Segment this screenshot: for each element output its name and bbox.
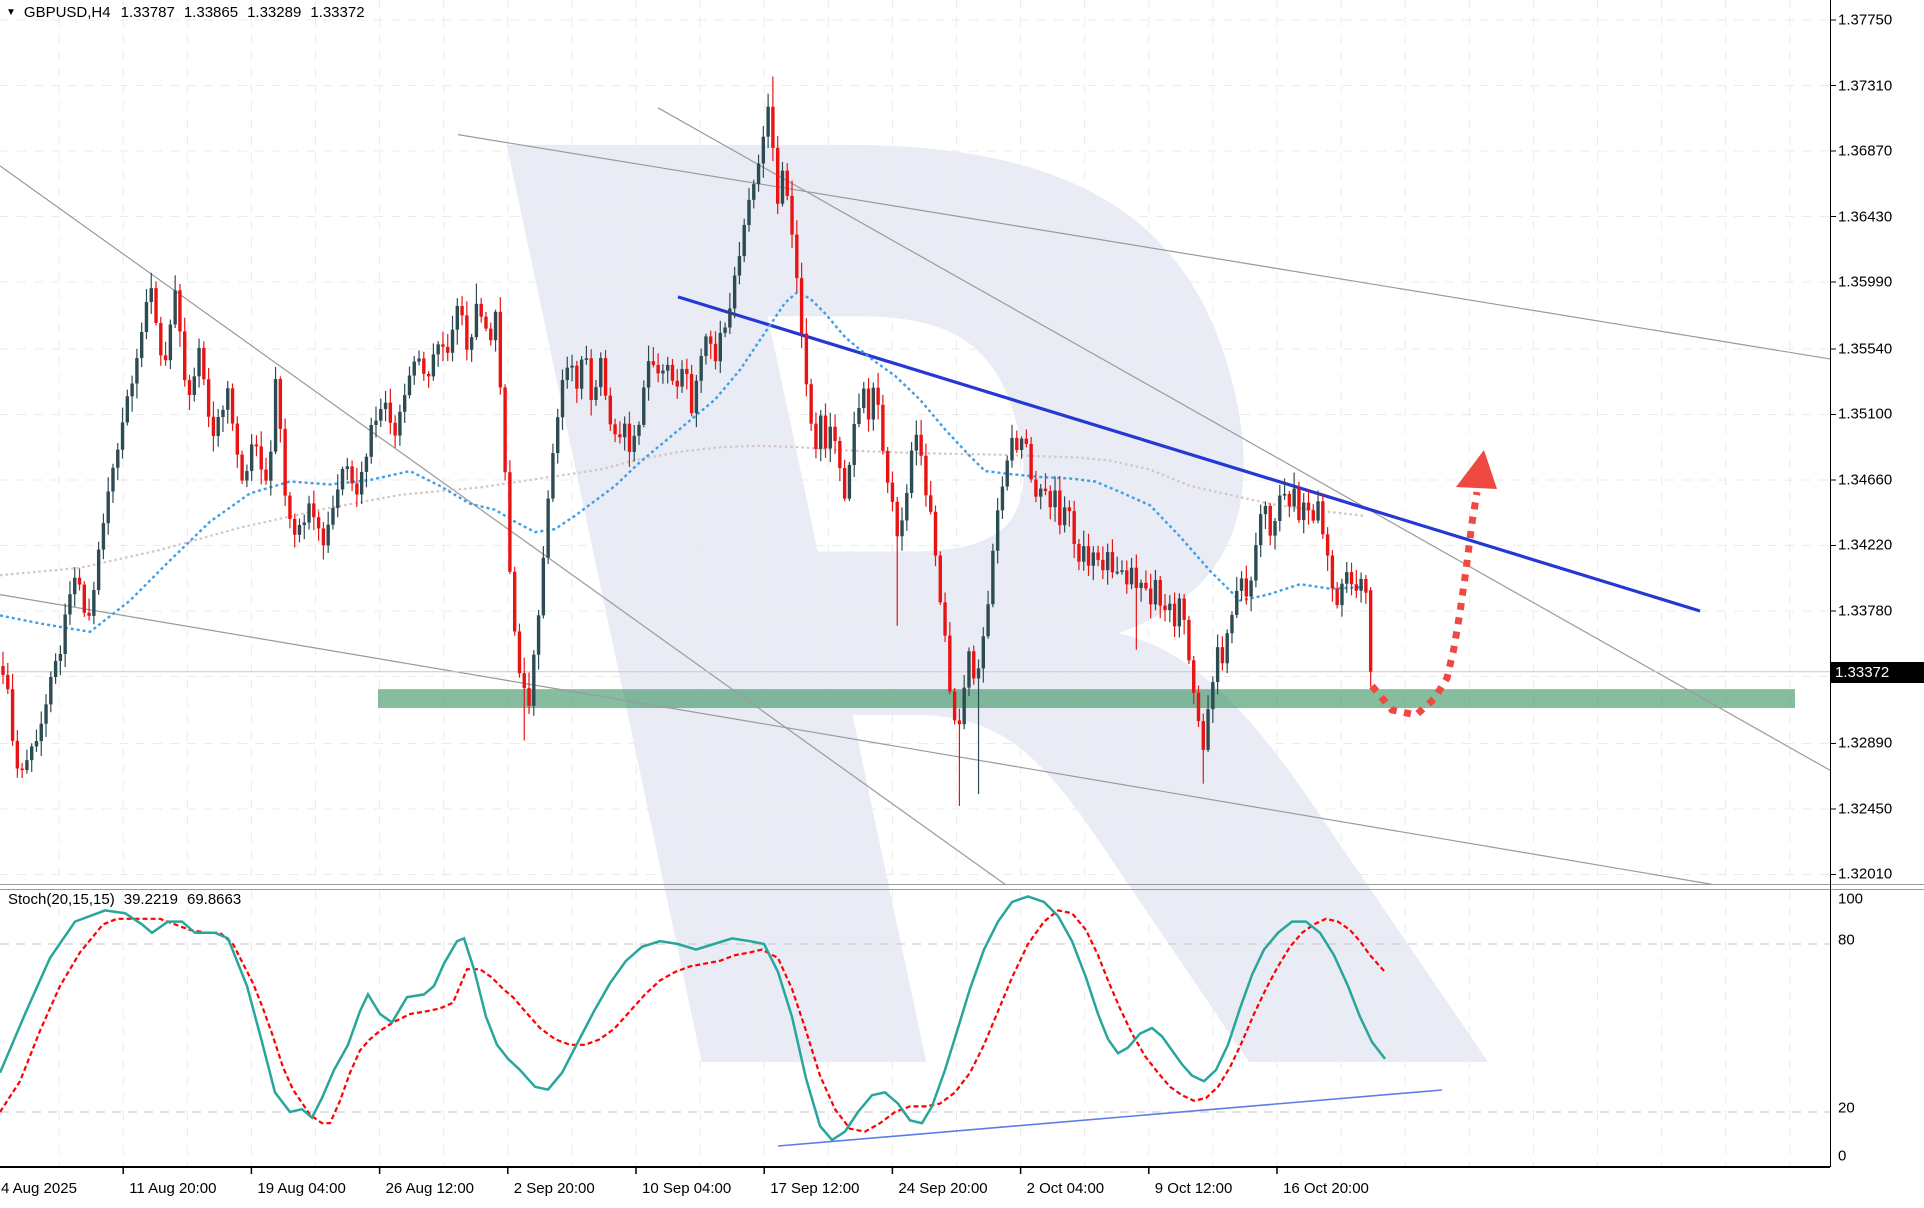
descending-resistance-trendline[interactable] bbox=[677, 295, 1701, 613]
stoch-main-value: 39.2219 bbox=[123, 891, 178, 908]
stoch-signal-value: 69.8663 bbox=[186, 891, 242, 908]
gray-trendlines[interactable] bbox=[0, 107, 1924, 888]
projected-move-arrow[interactable] bbox=[1369, 491, 1481, 719]
time-axis-label: 10 Sep 04:00 bbox=[642, 1180, 732, 1197]
stoch-axis-label: 20 bbox=[1838, 1099, 1855, 1117]
price-axis-label: 1.32450 bbox=[1838, 800, 1893, 818]
price-axis-label: 1.33780 bbox=[1838, 602, 1893, 620]
time-axis-label: 9 Oct 12:00 bbox=[1154, 1180, 1233, 1197]
high-value: 1.33865 bbox=[183, 4, 239, 21]
current-price-tag: 1.33372 bbox=[1830, 661, 1924, 683]
stoch-axis-label: 80 bbox=[1838, 931, 1855, 949]
arrow-head bbox=[1456, 450, 1497, 489]
time-axis-label: 17 Sep 12:00 bbox=[770, 1180, 860, 1197]
price-axis-label: 1.36430 bbox=[1838, 208, 1893, 225]
low-value: 1.33289 bbox=[247, 4, 302, 21]
time-axis-label: 2 Oct 04:00 bbox=[1026, 1180, 1105, 1197]
stoch-support-trendline[interactable] bbox=[777, 1089, 1443, 1147]
support-zone[interactable] bbox=[378, 689, 1795, 709]
stoch-main-line[interactable] bbox=[0, 895, 1386, 1142]
time-axis-label: 24 Sep 20:00 bbox=[898, 1180, 988, 1197]
price-axis-label: 1.34220 bbox=[1838, 536, 1893, 554]
close-value: 1.33372 bbox=[310, 4, 365, 21]
time-axis-label: 16 Oct 20:00 bbox=[1283, 1180, 1369, 1197]
price-axis-label: 1.35990 bbox=[1838, 273, 1893, 291]
time-axis-label: 26 Aug 12:00 bbox=[385, 1180, 475, 1197]
stoch-name: Stoch(20,15,15) bbox=[8, 891, 115, 908]
candles-layer bbox=[1, 76, 1373, 807]
price-axis-label: 1.36870 bbox=[1838, 142, 1893, 160]
slow-ma-line[interactable] bbox=[0, 444, 1364, 577]
price-axis-label: 1.34660 bbox=[1838, 471, 1893, 489]
symbol-timeframe-label: GBPUSD,H4 bbox=[23, 4, 111, 21]
time-axis-label: 4 Aug 2025 bbox=[1, 1180, 77, 1197]
price-axis-label: 1.32890 bbox=[1838, 734, 1893, 752]
stoch-axis-label: 100 bbox=[1838, 890, 1864, 908]
open-value: 1.33787 bbox=[120, 4, 175, 21]
stoch-signal-line[interactable] bbox=[0, 909, 1386, 1133]
fast-ma-line[interactable] bbox=[0, 291, 1364, 634]
time-axis-label: 19 Aug 04:00 bbox=[257, 1180, 346, 1197]
stoch-axis-label: 0 bbox=[1838, 1147, 1847, 1165]
stoch-indicator-label: Stoch(20,15,15) 39.2219 69.8663 bbox=[8, 891, 241, 908]
price-axis-label: 1.37750 bbox=[1838, 11, 1893, 29]
chevron-down-icon[interactable]: ▼ bbox=[6, 6, 16, 18]
time-axis-label: 11 Aug 20:00 bbox=[129, 1180, 217, 1197]
price-axis-label: 1.35100 bbox=[1838, 405, 1893, 423]
price-axis-label: 1.35540 bbox=[1838, 340, 1893, 358]
price-axis-label: 1.37310 bbox=[1838, 77, 1893, 94]
price-axis-label: 1.32010 bbox=[1838, 865, 1893, 883]
time-axis-label: 2 Sep 20:00 bbox=[513, 1180, 595, 1197]
symbol-header[interactable]: ▼ GBPUSD,H4 1.33787 1.33865 1.33289 1.33… bbox=[6, 4, 365, 21]
